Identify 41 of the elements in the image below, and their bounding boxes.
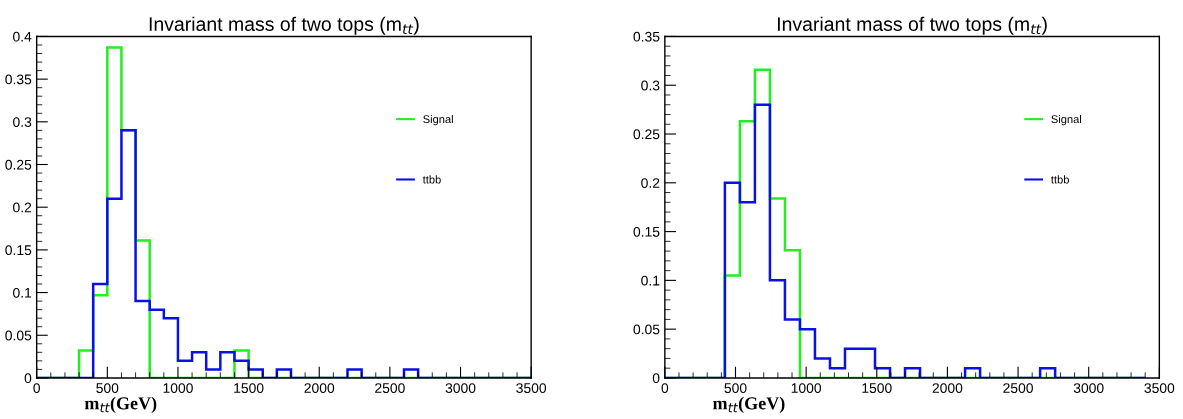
legend-label: Signal (423, 114, 453, 126)
y-tick-label: 0.25 (5, 159, 32, 170)
y-tick-label: 0.05 (633, 324, 660, 335)
x-tick-label: 2500 (375, 383, 405, 393)
x-tick-label: 2000 (304, 383, 335, 393)
y-tick-label: 0.2 (13, 202, 32, 213)
y-tick-label: 0.3 (641, 80, 660, 91)
y-tick-label: 0.4 (13, 31, 32, 42)
y-tick-label: 0.25 (633, 129, 660, 140)
x-axis-title: m$_{tt}$(GeV) (713, 396, 785, 414)
x-tick-label: 1000 (791, 383, 822, 393)
legend-label: Signal (1051, 114, 1082, 126)
y-tick-label: 0.2 (641, 178, 660, 188)
y-tick-label: 0.15 (5, 245, 32, 256)
y-tick-label: 0.3 (13, 117, 32, 127)
x-tick-label: 1000 (163, 383, 193, 393)
y-tick-label: 0.35 (633, 31, 660, 42)
x-tick-label: 2000 (932, 383, 963, 393)
x-tick-label: 500 (724, 383, 747, 393)
legend-label: ttbb (1051, 175, 1069, 184)
y-tick-label: 0 (652, 373, 660, 384)
chart-title: Invariant mass of two tops (m$_{tt}$) (149, 16, 419, 35)
x-tick-label: 0 (661, 383, 669, 393)
y-tick-label: 0 (24, 373, 32, 384)
x-tick-label: 500 (96, 383, 119, 393)
x-tick-label: 1500 (862, 383, 892, 393)
x-tick-label: 0 (33, 383, 40, 393)
x-tick-label: 3000 (445, 383, 476, 393)
x-tick-label: 1500 (234, 383, 264, 393)
x-axis-title: m$_{tt}$(GeV) (84, 396, 157, 414)
y-tick-label: 0.1 (13, 287, 32, 298)
x-tick-label: 2500 (1003, 383, 1033, 393)
x-tick-label: 3000 (1073, 383, 1104, 393)
y-tick-label: 0.05 (5, 330, 32, 341)
legend-label: ttbb (422, 175, 441, 184)
y-tick-label: 0.1 (641, 275, 660, 286)
y-tick-label: 0.35 (5, 74, 32, 85)
chart-title: Invariant mass of two tops (m$_{tt}$) (777, 16, 1047, 35)
x-tick-label: 3500 (516, 383, 547, 393)
y-tick-label: 0.15 (633, 226, 660, 237)
x-tick-label: 3500 (1144, 383, 1175, 393)
